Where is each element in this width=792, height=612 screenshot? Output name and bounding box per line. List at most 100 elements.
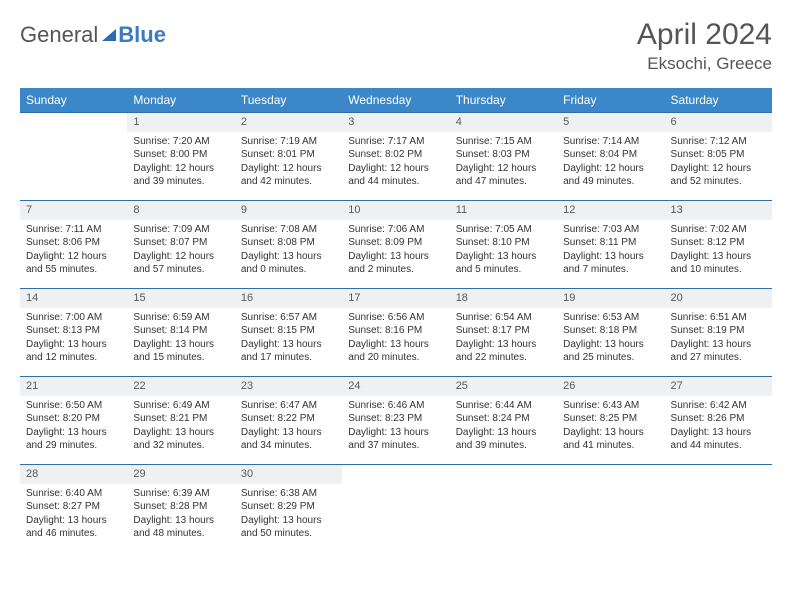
sunset-text: Sunset: 8:13 PM <box>26 324 121 338</box>
daylight-line1: Daylight: 13 hours <box>241 426 336 440</box>
daylight-line1: Daylight: 12 hours <box>671 162 766 176</box>
calendar-week: 1Sunrise: 7:20 AMSunset: 8:00 PMDaylight… <box>20 112 772 200</box>
sunset-text: Sunset: 8:01 PM <box>241 148 336 162</box>
day-number: 23 <box>235 376 342 396</box>
sunset-text: Sunset: 8:22 PM <box>241 412 336 426</box>
daylight-line1: Daylight: 13 hours <box>348 338 443 352</box>
daylight-line2: and 55 minutes. <box>26 263 121 277</box>
day-number: 10 <box>342 200 449 220</box>
day-info: Sunrise: 6:40 AMSunset: 8:27 PMDaylight:… <box>20 484 127 541</box>
day-number <box>342 464 449 484</box>
sunrise-text: Sunrise: 7:15 AM <box>456 135 551 149</box>
daylight-line2: and 17 minutes. <box>241 351 336 365</box>
daylight-line2: and 5 minutes. <box>456 263 551 277</box>
sunrise-text: Sunrise: 6:54 AM <box>456 311 551 325</box>
daylight-line1: Daylight: 13 hours <box>563 426 658 440</box>
daylight-line2: and 0 minutes. <box>241 263 336 277</box>
calendar-cell: 28Sunrise: 6:40 AMSunset: 8:27 PMDayligh… <box>20 464 127 552</box>
calendar-cell: 29Sunrise: 6:39 AMSunset: 8:28 PMDayligh… <box>127 464 234 552</box>
day-number: 19 <box>557 288 664 308</box>
calendar-week: 28Sunrise: 6:40 AMSunset: 8:27 PMDayligh… <box>20 464 772 552</box>
daylight-line1: Daylight: 13 hours <box>26 514 121 528</box>
sunset-text: Sunset: 8:20 PM <box>26 412 121 426</box>
daylight-line1: Daylight: 13 hours <box>26 338 121 352</box>
calendar-cell: 20Sunrise: 6:51 AMSunset: 8:19 PMDayligh… <box>665 288 772 376</box>
daylight-line2: and 12 minutes. <box>26 351 121 365</box>
day-number: 29 <box>127 464 234 484</box>
daylight-line2: and 27 minutes. <box>671 351 766 365</box>
day-number: 14 <box>20 288 127 308</box>
day-number: 15 <box>127 288 234 308</box>
calendar-cell: 5Sunrise: 7:14 AMSunset: 8:04 PMDaylight… <box>557 112 664 200</box>
sunrise-text: Sunrise: 7:08 AM <box>241 223 336 237</box>
day-info: Sunrise: 6:59 AMSunset: 8:14 PMDaylight:… <box>127 308 234 365</box>
calendar-cell: 10Sunrise: 7:06 AMSunset: 8:09 PMDayligh… <box>342 200 449 288</box>
calendar-cell: 17Sunrise: 6:56 AMSunset: 8:16 PMDayligh… <box>342 288 449 376</box>
sunrise-text: Sunrise: 6:38 AM <box>241 487 336 501</box>
sunrise-text: Sunrise: 7:09 AM <box>133 223 228 237</box>
calendar-cell: 3Sunrise: 7:17 AMSunset: 8:02 PMDaylight… <box>342 112 449 200</box>
sunset-text: Sunset: 8:21 PM <box>133 412 228 426</box>
day-number: 27 <box>665 376 772 396</box>
day-header: Thursday <box>450 88 557 112</box>
sunrise-text: Sunrise: 6:46 AM <box>348 399 443 413</box>
daylight-line1: Daylight: 12 hours <box>563 162 658 176</box>
daylight-line1: Daylight: 13 hours <box>671 338 766 352</box>
sunrise-text: Sunrise: 6:43 AM <box>563 399 658 413</box>
day-info: Sunrise: 7:00 AMSunset: 8:13 PMDaylight:… <box>20 308 127 365</box>
calendar-cell: 30Sunrise: 6:38 AMSunset: 8:29 PMDayligh… <box>235 464 342 552</box>
sunrise-text: Sunrise: 6:39 AM <box>133 487 228 501</box>
sunset-text: Sunset: 8:23 PM <box>348 412 443 426</box>
sunrise-text: Sunrise: 7:06 AM <box>348 223 443 237</box>
day-number: 22 <box>127 376 234 396</box>
daylight-line2: and 50 minutes. <box>241 527 336 541</box>
sunrise-text: Sunrise: 6:53 AM <box>563 311 658 325</box>
calendar-week: 21Sunrise: 6:50 AMSunset: 8:20 PMDayligh… <box>20 376 772 464</box>
daylight-line2: and 32 minutes. <box>133 439 228 453</box>
calendar-cell: 8Sunrise: 7:09 AMSunset: 8:07 PMDaylight… <box>127 200 234 288</box>
day-info: Sunrise: 7:19 AMSunset: 8:01 PMDaylight:… <box>235 132 342 189</box>
sunset-text: Sunset: 8:26 PM <box>671 412 766 426</box>
calendar-cell <box>450 464 557 552</box>
calendar-cell: 21Sunrise: 6:50 AMSunset: 8:20 PMDayligh… <box>20 376 127 464</box>
sunset-text: Sunset: 8:11 PM <box>563 236 658 250</box>
day-number: 17 <box>342 288 449 308</box>
calendar-cell: 19Sunrise: 6:53 AMSunset: 8:18 PMDayligh… <box>557 288 664 376</box>
day-info: Sunrise: 6:50 AMSunset: 8:20 PMDaylight:… <box>20 396 127 453</box>
sunset-text: Sunset: 8:17 PM <box>456 324 551 338</box>
calendar-cell: 24Sunrise: 6:46 AMSunset: 8:23 PMDayligh… <box>342 376 449 464</box>
daylight-line2: and 39 minutes. <box>456 439 551 453</box>
sunset-text: Sunset: 8:19 PM <box>671 324 766 338</box>
sunset-text: Sunset: 8:16 PM <box>348 324 443 338</box>
sunrise-text: Sunrise: 6:50 AM <box>26 399 121 413</box>
daylight-line1: Daylight: 13 hours <box>456 250 551 264</box>
daylight-line1: Daylight: 13 hours <box>348 250 443 264</box>
sunset-text: Sunset: 8:27 PM <box>26 500 121 514</box>
day-number: 18 <box>450 288 557 308</box>
daylight-line1: Daylight: 12 hours <box>133 250 228 264</box>
daylight-line1: Daylight: 13 hours <box>26 426 121 440</box>
sunrise-text: Sunrise: 6:47 AM <box>241 399 336 413</box>
sunset-text: Sunset: 8:14 PM <box>133 324 228 338</box>
sunrise-text: Sunrise: 7:12 AM <box>671 135 766 149</box>
daylight-line2: and 25 minutes. <box>563 351 658 365</box>
daylight-line1: Daylight: 13 hours <box>671 250 766 264</box>
sunrise-text: Sunrise: 7:14 AM <box>563 135 658 149</box>
triangle-icon <box>102 29 116 41</box>
day-info: Sunrise: 7:17 AMSunset: 8:02 PMDaylight:… <box>342 132 449 189</box>
sunrise-text: Sunrise: 6:57 AM <box>241 311 336 325</box>
sunset-text: Sunset: 8:03 PM <box>456 148 551 162</box>
day-info: Sunrise: 7:08 AMSunset: 8:08 PMDaylight:… <box>235 220 342 277</box>
day-number <box>450 464 557 484</box>
daylight-line2: and 57 minutes. <box>133 263 228 277</box>
sunset-text: Sunset: 8:15 PM <box>241 324 336 338</box>
day-info: Sunrise: 6:39 AMSunset: 8:28 PMDaylight:… <box>127 484 234 541</box>
day-header: Tuesday <box>235 88 342 112</box>
day-info: Sunrise: 7:05 AMSunset: 8:10 PMDaylight:… <box>450 220 557 277</box>
brand-part1: General <box>20 22 98 48</box>
calendar-head: SundayMondayTuesdayWednesdayThursdayFrid… <box>20 88 772 112</box>
day-info: Sunrise: 6:44 AMSunset: 8:24 PMDaylight:… <box>450 396 557 453</box>
day-number <box>665 464 772 484</box>
day-number: 6 <box>665 112 772 132</box>
sunset-text: Sunset: 8:05 PM <box>671 148 766 162</box>
